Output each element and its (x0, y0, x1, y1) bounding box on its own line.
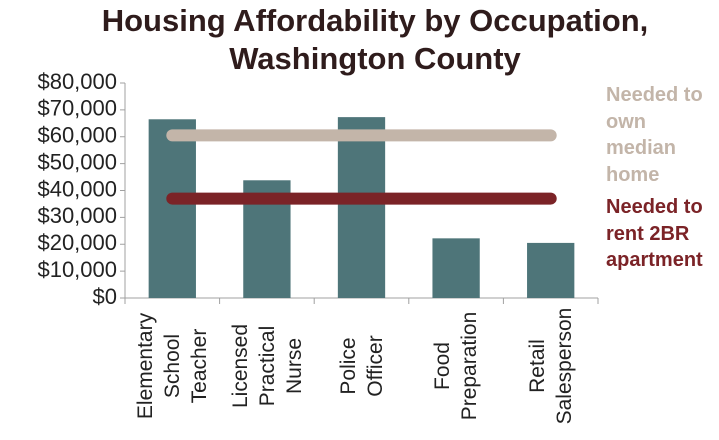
reference-label: Needed to rent 2BR apartment (606, 196, 703, 271)
y-tick-label: $10,000 (37, 257, 117, 282)
y-tick-label: $50,000 (37, 149, 117, 174)
y-tick-label: $80,000 (37, 69, 117, 94)
x-tick-label: Retail Salesperson (525, 307, 576, 425)
y-tick-label: $40,000 (37, 176, 117, 201)
x-tick-label: Police Officer (336, 335, 387, 397)
y-tick-label: $20,000 (37, 230, 117, 255)
y-tick-label: $30,000 (37, 203, 117, 228)
y-tick-label: $70,000 (37, 96, 117, 121)
bar (148, 119, 196, 298)
x-tick-label: Elementary School Teacher (133, 312, 211, 420)
x-tick-label: Licensed Practical Nurse (228, 323, 306, 409)
chart-title: Housing Affordability by Occupation, Was… (101, 3, 649, 76)
y-tick-label: $60,000 (37, 123, 117, 148)
bar (432, 238, 480, 298)
bar (337, 117, 386, 298)
y-tick-label: $0 (93, 284, 117, 309)
bar (527, 242, 575, 298)
x-tick-label: Food Preparation (431, 311, 482, 421)
reference-label: Needed to own median home (606, 84, 703, 186)
